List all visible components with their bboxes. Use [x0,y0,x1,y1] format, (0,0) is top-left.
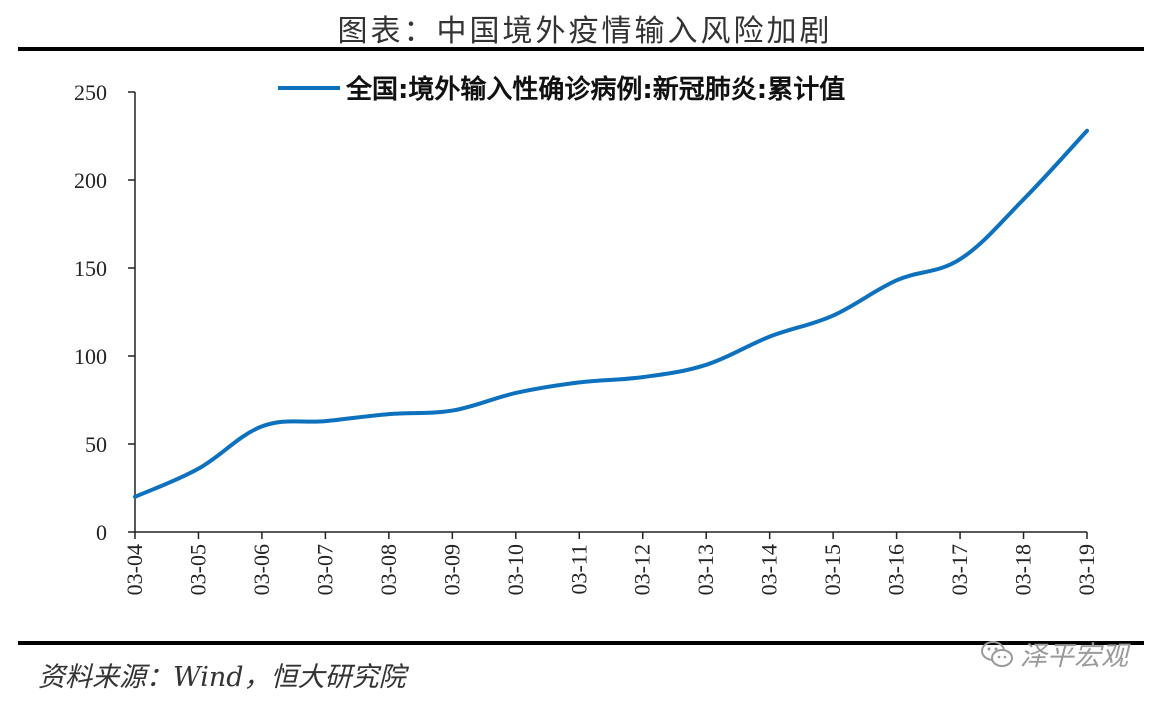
x-tick-label: 03-08 [376,544,401,595]
top-rule [18,47,1144,51]
x-tick-label: 03-16 [884,544,909,595]
x-tick-label: 03-19 [1074,544,1099,595]
y-tick-label: 150 [74,256,107,281]
x-tick-label: 03-11 [566,544,591,595]
y-tick-label: 250 [74,80,107,105]
y-tick-label: 50 [85,432,107,457]
x-tick-label: 03-15 [820,544,845,595]
x-tick-label: 03-10 [503,544,528,595]
legend-label: 全国:境外输入性确诊病例:新冠肺炎:累计值 [345,74,845,105]
x-tick-label: 03-07 [312,544,337,595]
x-tick-label: 03-09 [439,544,464,595]
wechat-icon [981,640,1013,667]
legend: 全国:境外输入性确诊病例:新冠肺炎:累计值 [278,74,845,105]
bottom-rule [18,641,1144,645]
series-line [133,128,1089,499]
source-note: 资料来源：Wind，恒大研究院 [38,662,406,693]
watermark-text: 泽平宏观 [1020,641,1128,672]
y-tick-label: 100 [74,344,107,369]
x-tick-label: 03-06 [249,544,274,595]
x-tick-label: 03-12 [630,544,655,595]
x-tick-label: 03-18 [1011,544,1036,595]
y-tick-label: 0 [96,520,107,545]
x-tick-label: 03-14 [757,544,782,595]
x-tick-label: 03-05 [185,544,210,595]
x-tick-label: 03-17 [947,544,972,595]
y-tick-label: 200 [74,168,107,193]
x-tick-label: 03-04 [122,544,147,595]
figure-title: 图表：中国境外疫情输入风险加剧 [337,14,833,49]
x-tick-label: 03-13 [693,544,718,595]
watermark: 泽平宏观 [980,634,1128,673]
